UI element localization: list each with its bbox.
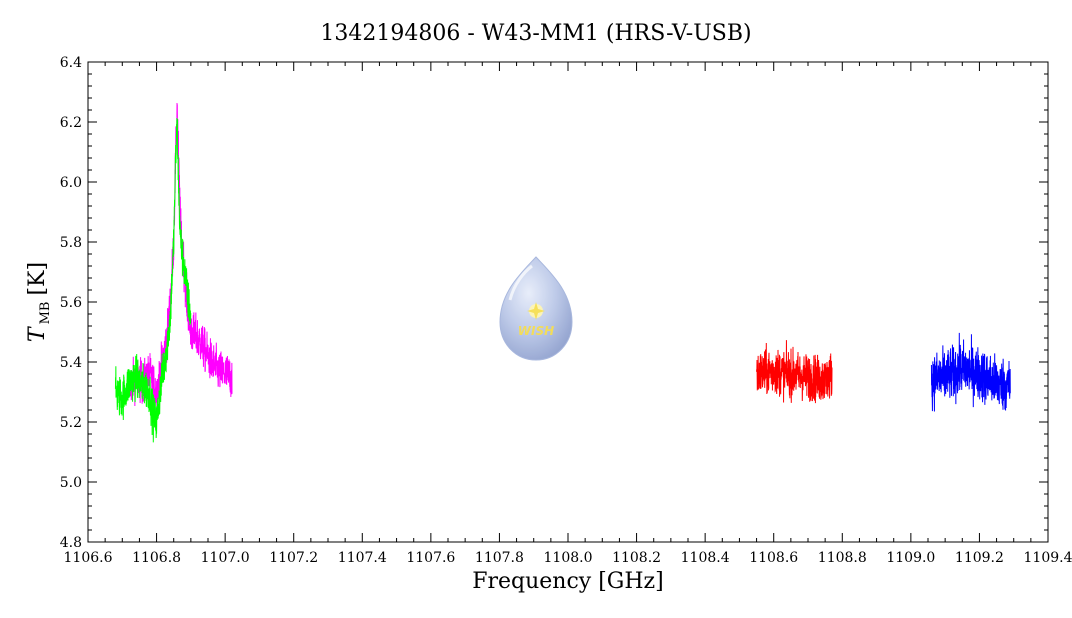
x-tick-label: 1108.0 (544, 550, 593, 566)
ticks-layer: 1106.6 1106.8 1107.0 1107.2 1107.4 1107.6 1107… (60, 55, 1072, 566)
y-tick-label: 5.8 (60, 235, 82, 251)
y-tick-label: 5.6 (60, 295, 82, 311)
y-tick-label: 5.2 (60, 415, 82, 431)
x-tick-label: 1107.0 (201, 550, 250, 566)
x-tick-label: 1107.8 (475, 550, 524, 566)
spectrum-series-4 (930, 332, 1011, 412)
x-tick-label: 1107.6 (406, 550, 455, 566)
y-tick-label: 6.2 (60, 115, 82, 131)
y-axis-symbol: T (25, 325, 50, 342)
x-axis-title: Frequency [GHz] (472, 569, 664, 594)
series-layer (114, 103, 1011, 443)
y-axis-title: TMB [K] (25, 262, 53, 342)
y-axis-unit: [K] (25, 262, 50, 296)
watermark-highlight (508, 264, 533, 301)
y-tick-label: 5.0 (60, 475, 82, 491)
x-tick-label: 1109.0 (886, 550, 935, 566)
x-tick-label: 1107.4 (338, 550, 387, 566)
x-tick-label: 1106.8 (132, 550, 181, 566)
y-tick-label: 6.4 (60, 55, 82, 71)
x-tick-label: 1109.2 (955, 550, 1004, 566)
spectrum-series-1 (128, 103, 233, 413)
watermark-star (527, 302, 545, 320)
watermark-label: WISH (518, 324, 554, 338)
spectrum-series-3 (756, 340, 833, 404)
x-tick-label: 1108.8 (818, 550, 867, 566)
y-tick-label: 4.8 (60, 535, 82, 551)
x-tick-label: 1107.2 (269, 550, 318, 566)
x-tick-label: 1108.6 (749, 550, 798, 566)
x-tick-label: 1109.4 (1024, 550, 1072, 566)
y-axis-subscript: MB (38, 302, 53, 325)
x-tick-label: 1108.2 (612, 550, 661, 566)
spectrum-series-2 (114, 118, 192, 443)
x-tick-label: 1106.6 (64, 550, 113, 566)
wish-watermark-logo: WISH (499, 256, 573, 361)
y-tick-label: 6.0 (60, 175, 82, 191)
y-tick-label: 5.4 (60, 355, 82, 371)
x-tick-label: 1108.4 (681, 550, 730, 566)
chart-title: 1342194806 - W43-MM1 (HRS-V-USB) (320, 21, 751, 46)
